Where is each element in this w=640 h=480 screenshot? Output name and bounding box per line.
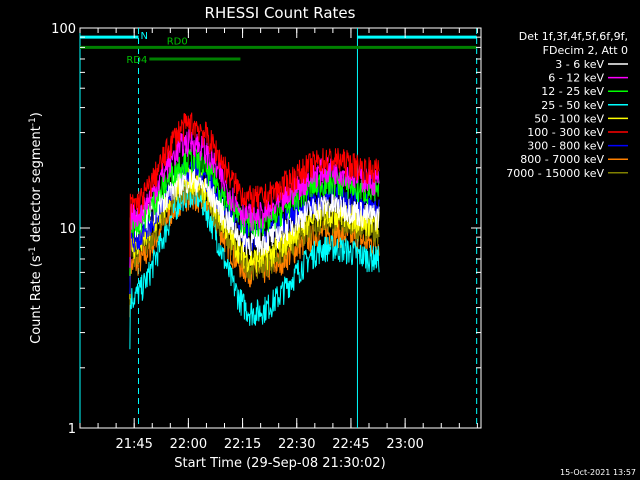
y-axis: 1 10 100 (51, 22, 481, 437)
x-tick-label: 22:30 (278, 437, 315, 452)
series-line (129, 181, 380, 350)
plot-area: N RD0 RD4 (79, 28, 478, 428)
y-label-sup2: -1 (28, 117, 38, 126)
legend-entry-label: 6 - 12 keV (548, 72, 604, 85)
y-axis-label: Count Rate (s-1 detector segment-1) (28, 112, 44, 344)
x-tick-label: 22:45 (332, 437, 369, 452)
x-axis: 21:45 22:00 22:15 22:30 22:45 23:00 (79, 28, 478, 452)
legend-entry-label: 100 - 300 keV (527, 126, 604, 139)
legend-header-line: Det 1f,3f,4f,5f,6f,9f, (519, 30, 628, 43)
legend-header-line: FDecim 2, Att 0 (543, 44, 628, 57)
legend: Det 1f,3f,4f,5f,6f,9f,FDecim 2, Att 03 -… (506, 30, 628, 180)
y-tick-label: 100 (51, 22, 76, 37)
y-label-main: Count Rate (s (29, 255, 44, 344)
y-tick-label: 10 (59, 222, 76, 237)
x-tick-label: 23:00 (386, 437, 423, 452)
state-bar-label: RD4 (126, 55, 147, 66)
legend-entry-label: 3 - 6 keV (555, 58, 604, 71)
state-bar-label: N (141, 31, 148, 42)
y-label-mid: detector segment (29, 126, 44, 246)
x-axis-label: Start Time (29-Sep-08 21:30:02) (174, 456, 385, 471)
chart-title: RHESSI Count Rates (205, 4, 356, 22)
legend-entry-label: 12 - 25 keV (541, 85, 604, 98)
x-tick-label: 22:00 (170, 437, 207, 452)
x-tick-label: 21:45 (115, 437, 152, 452)
state-bar-label: RD0 (167, 36, 188, 47)
legend-entry-label: 50 - 100 keV (534, 112, 604, 125)
legend-entry-label: 800 - 7000 keV (520, 153, 604, 166)
x-tick-label: 22:15 (224, 437, 261, 452)
timestamp: 15-Oct-2021 13:57 (560, 468, 636, 477)
legend-entry-label: 7000 - 15000 keV (506, 167, 604, 180)
y-tick-label: 1 (68, 422, 76, 437)
legend-entry-label: 25 - 50 keV (541, 99, 604, 112)
legend-entry-label: 300 - 800 keV (527, 140, 604, 153)
y-label-sup1: -1 (28, 246, 38, 255)
series-line (129, 112, 380, 258)
series-line (129, 168, 380, 276)
y-label-end: ) (29, 112, 44, 117)
